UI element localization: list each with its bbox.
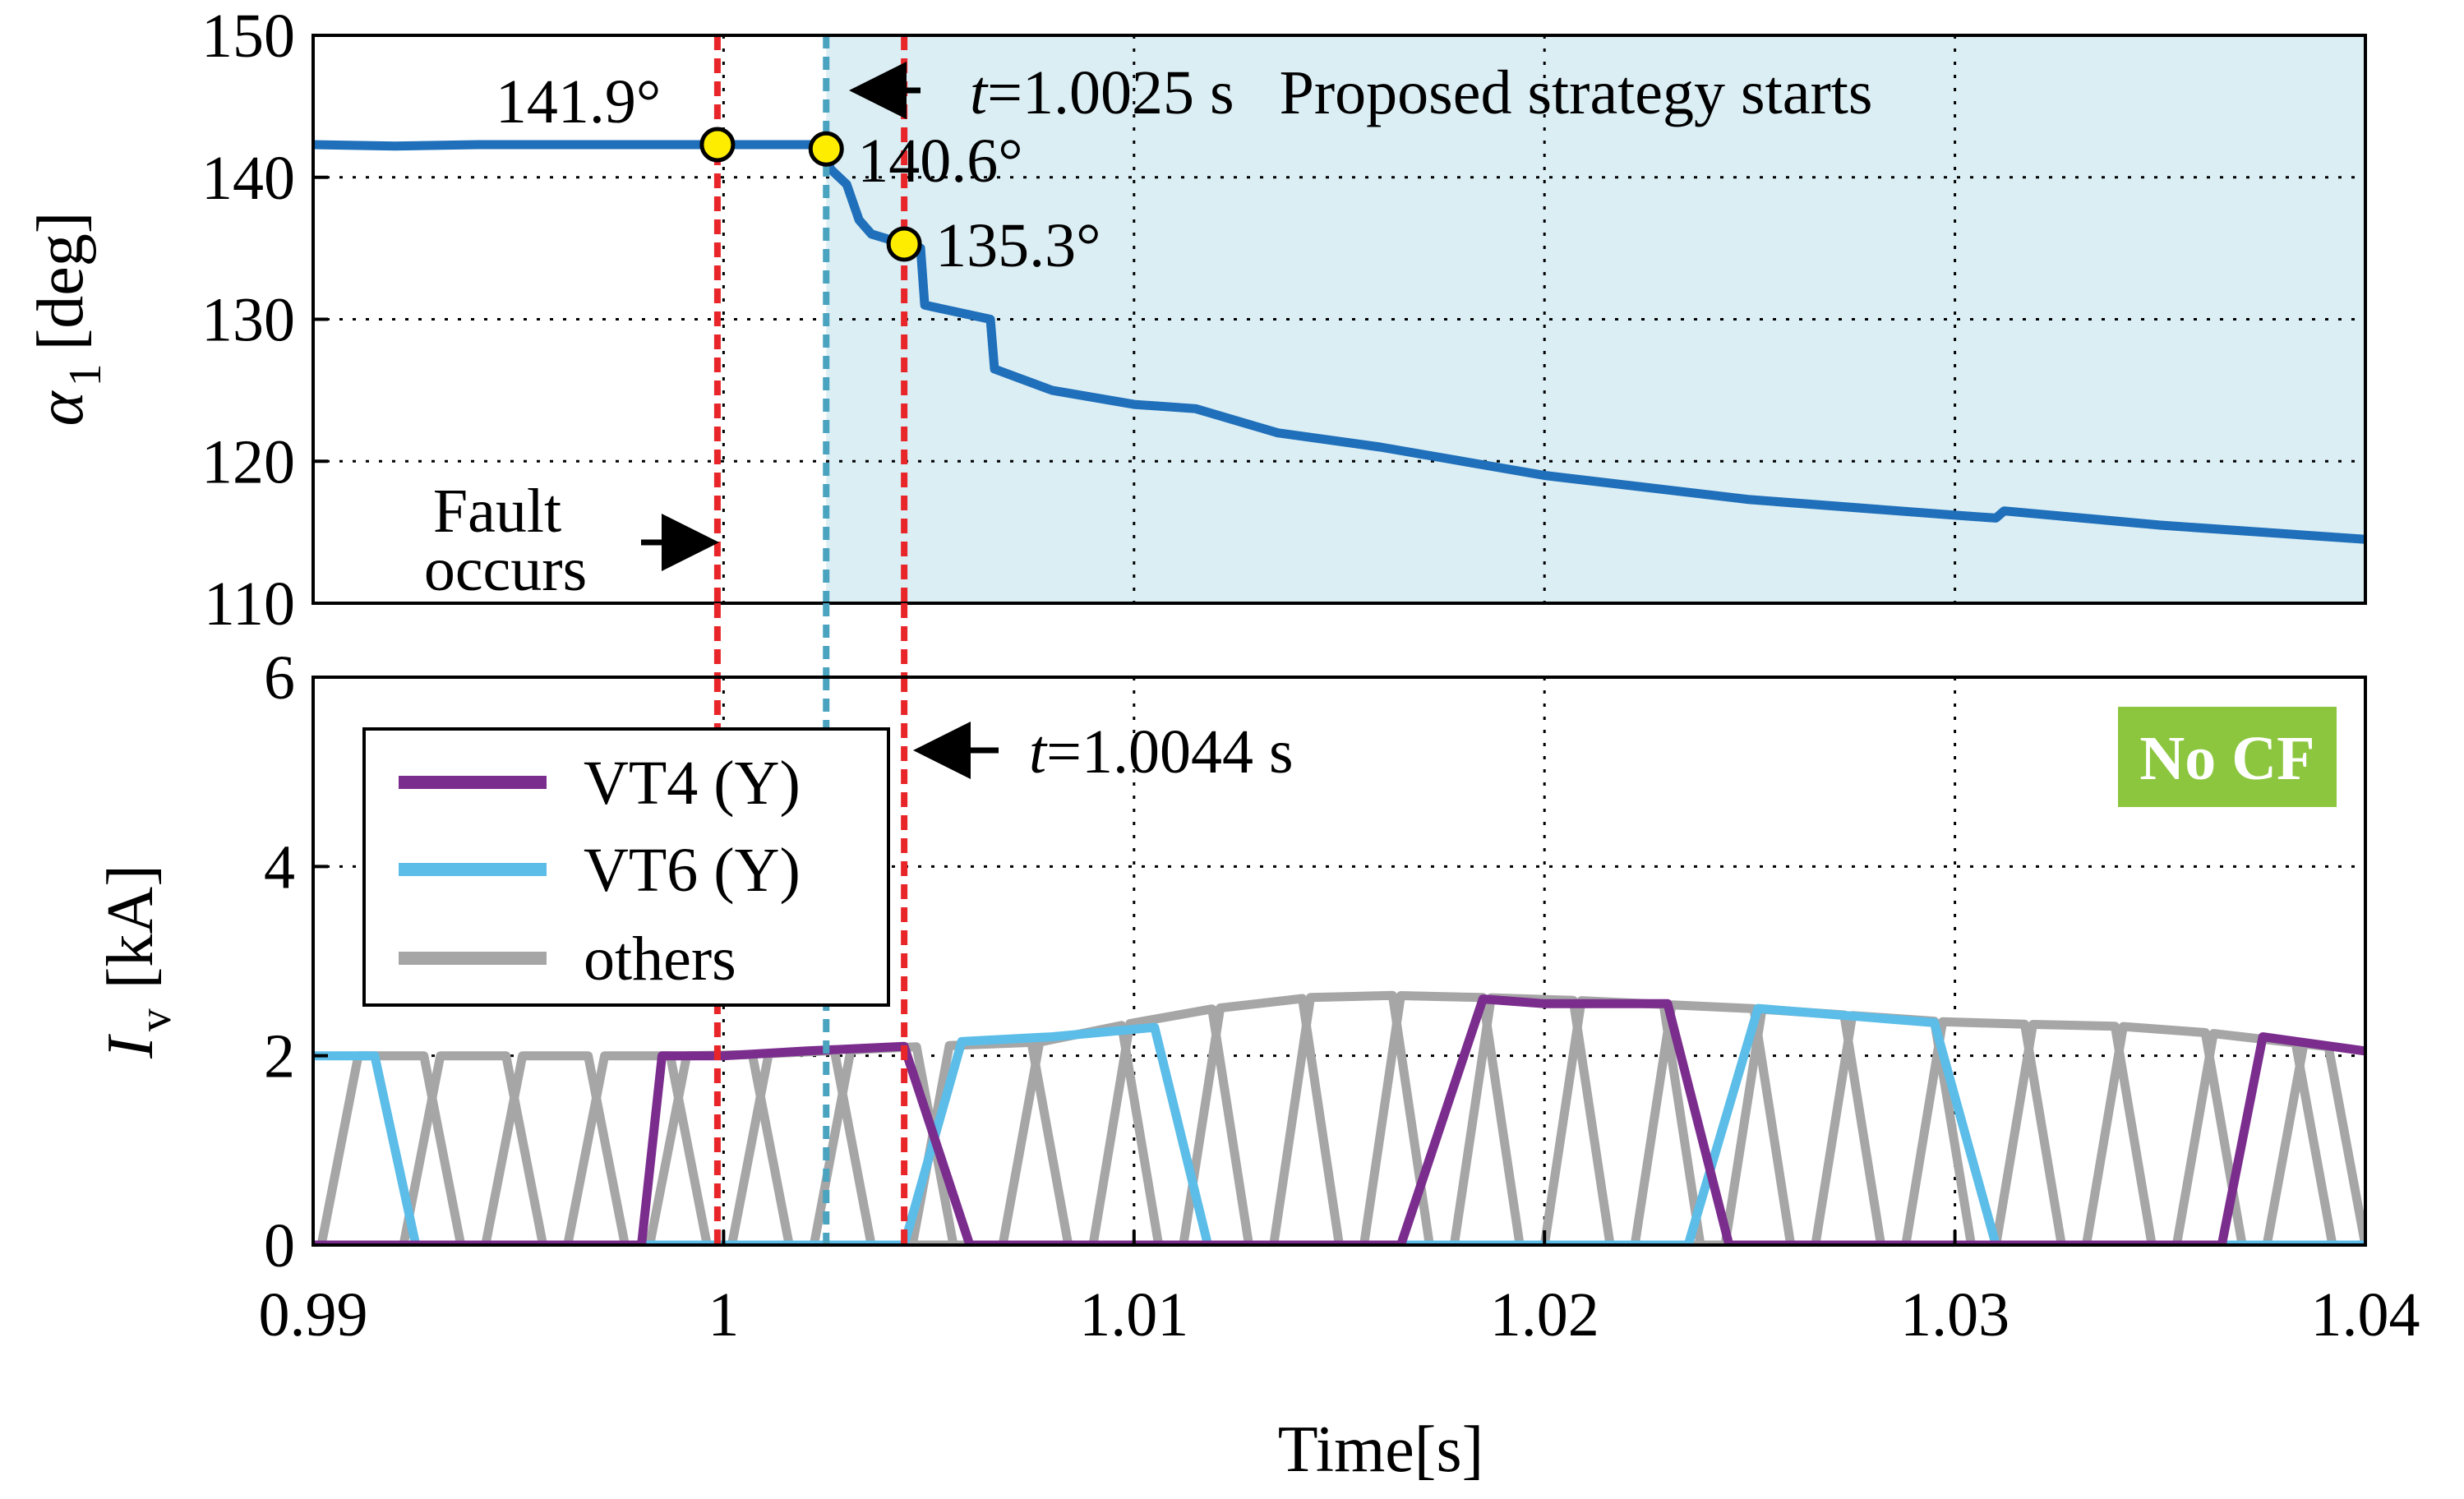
others-pulse-line: [563, 1051, 712, 1245]
bottom-panel: 0 2 4 6 0.99 1 1.01 1.02 1.03 1.04 Iv [kA] Time[s…: [95, 603, 2420, 1486]
others-pulse-line: [2171, 1029, 2337, 1245]
others-pulse-line: [1269, 990, 1434, 1245]
vt4-series-line: [313, 994, 2365, 1245]
legend-label-vt4: VT4 (Y): [584, 749, 801, 818]
bottom-y-tick-label: 2: [264, 1022, 295, 1091]
others-pulse-line: [1991, 1020, 2157, 1245]
legend-label-vt6: VT6 (Y): [584, 836, 801, 905]
bottom-x-tick-label: 1.03: [1900, 1280, 2009, 1349]
bottom-x-tick-label: 1.04: [2311, 1280, 2420, 1349]
bottom-y-label-unit: [kA]: [95, 865, 167, 989]
bottom-y-tick-label: 6: [264, 643, 295, 713]
top-panel: 141.9° 140.6° 135.3° 110 120 130 140 150 α 1 [de…: [25, 2, 2367, 639]
legend: VT4 (Y) VT6 (Y) others: [362, 727, 890, 1007]
angle-marker: [886, 226, 922, 262]
fault-label-line2: occurs: [424, 535, 587, 604]
top-y-tick-label: 140: [201, 144, 295, 213]
top-y-tick-label: 150: [201, 2, 295, 71]
top-y-label-main: α: [25, 390, 97, 426]
angle-marker-label: 135.3°: [935, 211, 1100, 280]
angle-marker-label: 141.9°: [496, 67, 661, 136]
top-y-tick-label: 120: [201, 427, 295, 496]
strategy-annotation: t=1.0025 s Proposed strategy starts: [970, 58, 1872, 127]
angle-marker-label: 140.6°: [857, 127, 1022, 196]
bottom-x-tick-label: 1.02: [1490, 1280, 1599, 1349]
bottom-x-ticks: 0.99 1 1.01 1.02 1.03 1.04: [259, 1230, 2420, 1349]
svg-text:Iv[kA]: Iv [kA]: [95, 865, 181, 1059]
bottom-x-tick-label: 0.99: [259, 1280, 368, 1349]
top-y-tick-label: 110: [204, 570, 295, 639]
legend-label-others: others: [584, 925, 736, 994]
x-axis-label: Time[s]: [1278, 1414, 1483, 1486]
bottom-y-tick-label: 0: [264, 1211, 295, 1280]
svg-text:α1[deg]: α 1 [deg]: [25, 212, 111, 427]
bottom-y-ticks: 0 2 4 6: [264, 643, 328, 1280]
top-y-ticks: 110 120 130 140 150: [201, 2, 328, 639]
bottom-x-tick-label: 1.01: [1079, 1280, 1188, 1349]
angle-marker: [808, 131, 844, 167]
no-cf-badge: [2118, 707, 2337, 807]
others-pulse-line: [1088, 1004, 1254, 1245]
others-pulse-line: [1630, 1000, 1796, 1245]
top-y-label-sub: 1: [60, 363, 111, 386]
others-pulse-line: [399, 1051, 548, 1245]
no-cf-badge-text: No CF: [2139, 724, 2314, 793]
bottom-series: [313, 990, 2365, 1245]
fault-label-line1: Fault: [433, 477, 561, 546]
t2-annotation: t=1.0044 s: [1029, 717, 1294, 786]
others-pulse-line: [1179, 994, 1344, 1245]
top-y-label-unit: [deg]: [25, 212, 97, 351]
others-pulse-line: [1901, 1017, 2066, 1245]
others-pulse-line: [1359, 991, 1525, 1245]
bottom-y-tick-label: 4: [264, 833, 295, 902]
others-pulse-line: [481, 1051, 630, 1245]
bottom-y-axis-label: Iv [kA]: [95, 865, 181, 1059]
top-y-axis-label: α 1 [deg]: [25, 212, 111, 427]
others-pulse-line: [2081, 1022, 2247, 1245]
bottom-y-label-main: I: [95, 1034, 167, 1059]
bottom-x-tick-label: 1: [708, 1280, 739, 1349]
angle-marker: [699, 127, 736, 163]
others-pulse-line: [316, 1051, 466, 1245]
top-markers: 141.9° 140.6° 135.3°: [496, 67, 1101, 280]
strategy-shaded-region: [826, 35, 2365, 603]
bottom-y-label-sub: v: [130, 1008, 181, 1031]
bottom-plot-frame: [311, 676, 2367, 1247]
vt6-series-line: [313, 1003, 2365, 1245]
top-y-tick-label: 130: [201, 286, 295, 355]
